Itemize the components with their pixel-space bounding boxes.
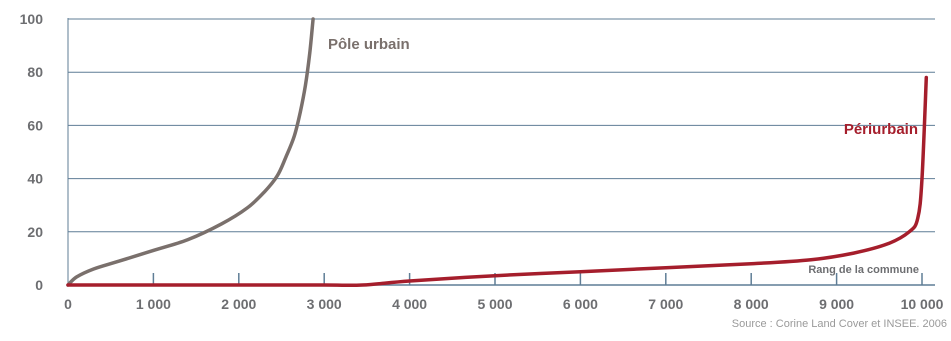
y-tick-label: 0: [35, 277, 43, 293]
x-tick-label: 1 000: [136, 296, 171, 312]
series-labels: Pôle urbain Périurbain: [328, 36, 918, 138]
grid-lines: [68, 18, 935, 233]
y-tick-label: 100: [20, 11, 44, 27]
x-tick-label: 0: [64, 296, 72, 312]
x-tick-label: 5 000: [477, 296, 512, 312]
x-tick-label: 7 000: [648, 296, 683, 312]
y-tick-label: 80: [27, 64, 43, 80]
x-tick-label: 2 000: [221, 296, 256, 312]
x-tick-label: 8 000: [734, 296, 769, 312]
x-tick-label: 3 000: [307, 296, 342, 312]
x-tick-label: 9 000: [819, 296, 854, 312]
series-label-periurbain: Périurbain: [844, 121, 918, 138]
x-axis-tick-labels: 0 1 000 2 000 3 000 4 000 5 000 6 000 7 000 8 00…: [64, 296, 944, 312]
y-tick-label: 60: [27, 117, 43, 133]
x-tick-label: 10 000: [901, 296, 944, 312]
y-tick-label: 20: [27, 224, 43, 240]
series-label-pole-urbain: Pôle urbain: [328, 36, 410, 53]
series-line-0: [66, 17, 315, 287]
source-note: Source : Corine Land Cover et INSEE. 200…: [731, 318, 947, 330]
axes: [67, 18, 935, 286]
y-axis-tick-labels: 0 20 40 60 80 100: [20, 11, 44, 293]
series-lines: [66, 17, 929, 288]
series-line-1: [66, 75, 929, 288]
y-tick-label: 40: [27, 171, 43, 187]
x-axis-title: Rang de la commune: [808, 264, 919, 276]
x-tick-label: 4 000: [392, 296, 427, 312]
x-tick-label: 6 000: [563, 296, 598, 312]
